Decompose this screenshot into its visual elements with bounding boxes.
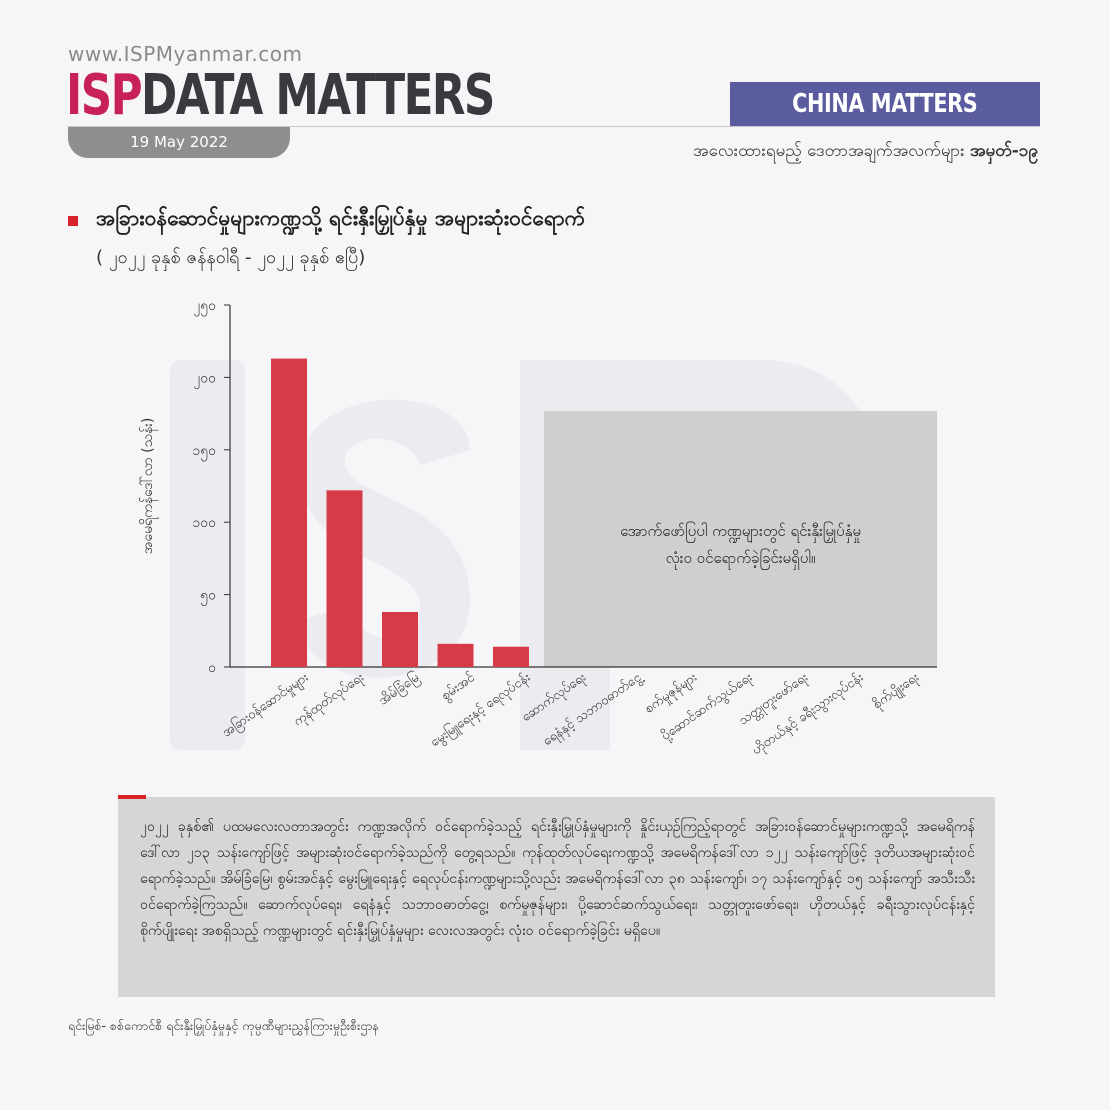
bar bbox=[437, 643, 474, 667]
brand-isp: ISP bbox=[66, 63, 143, 128]
x-tick-label: အိမ်ခြံမြေ bbox=[375, 668, 423, 710]
title-bullet bbox=[68, 216, 78, 226]
bar bbox=[271, 358, 307, 667]
brand-logo: ISP DATA MATTERS bbox=[66, 62, 495, 128]
issue-number: အမှတ်-၁၉ bbox=[969, 141, 1038, 161]
no-data-text-line-1: အောက်ဖော်ပြပါ ကဏ္ဍများတွင် ရင်းနှီးမြှုပ… bbox=[620, 521, 861, 543]
note-box bbox=[118, 797, 995, 997]
y-tick-label: ၂၀၀ bbox=[193, 370, 216, 388]
y-tick-label: ၁၅၀ bbox=[192, 443, 216, 461]
website-url[interactable]: www.ISPMyanmar.com bbox=[68, 42, 303, 66]
brand-data-matters: DATA MATTERS bbox=[141, 63, 495, 128]
x-tick-label: ပို့ဆောင်ဆက်သွယ်ရေး bbox=[658, 669, 756, 745]
x-tick-label: စိုက်ပျိုးရေး bbox=[870, 669, 923, 714]
y-tick-label: ၅၀ bbox=[200, 588, 216, 606]
y-tick-label: ၂၅၀ bbox=[193, 298, 216, 316]
bar bbox=[326, 490, 363, 667]
series-badge-label: CHINA MATTERS bbox=[792, 89, 978, 119]
header-divider bbox=[68, 126, 1040, 127]
no-data-box bbox=[544, 411, 937, 667]
note-accent bbox=[118, 795, 146, 799]
y-tick-label: ၀ bbox=[208, 660, 216, 676]
source-line: ရင်းမြစ်- စစ်ကောင်စီ ရင်းနှီးမြှုပ်နှံမှ… bbox=[68, 1018, 379, 1033]
issue-prefix: အလေးထားရမည့် ဒေတာအချက်အလက်များ bbox=[693, 141, 970, 161]
issue-line: အလေးထားရမည့် ဒေတာအချက်အလက်များ အမှတ်-၁၉ bbox=[693, 140, 1038, 165]
y-tick-label: ၁၀၀ bbox=[192, 515, 216, 531]
x-tick-label: စွမ်းအင် bbox=[438, 669, 479, 706]
note-text: ၂၀၂၂ ခုနှစ်၏ ပထမလေးလတာအတွင်း ကဏ္ဍအလိုက် … bbox=[140, 819, 975, 939]
no-data-text-line-2: လုံးဝ ဝင်ရောက်ခဲ့ခြင်းမရှိပါ။ bbox=[666, 548, 816, 570]
x-tick-label: အခြားဝန်ဆောင်မှုများ bbox=[219, 668, 313, 742]
y-axis-label: အမေရိကန်ဒေါ်လာ (သန်း) bbox=[140, 418, 158, 555]
chart-title: အခြားဝန်ဆောင်မှုများကဏ္ဍသို့ ရင်းနှီးမြှ… bbox=[96, 206, 586, 230]
x-tick-label: ရေနံနှင့် သဘာဝဓာတ်ငွေ့ bbox=[540, 668, 647, 751]
bar bbox=[493, 646, 529, 667]
series-badge: CHINA MATTERS bbox=[730, 82, 1040, 126]
chart-subtitle: ( ၂၀၂၂ ခုနှစ် ဇန်နဝါရီ - ၂၀၂၂ ခုနှစ် ဧပြ… bbox=[96, 247, 366, 268]
bar bbox=[382, 611, 418, 667]
date-badge: 19 May 2022 bbox=[68, 127, 290, 158]
x-tick-label: မွေးမြူရေးနှင့် ရေလုပ်ငန်း bbox=[427, 668, 535, 751]
